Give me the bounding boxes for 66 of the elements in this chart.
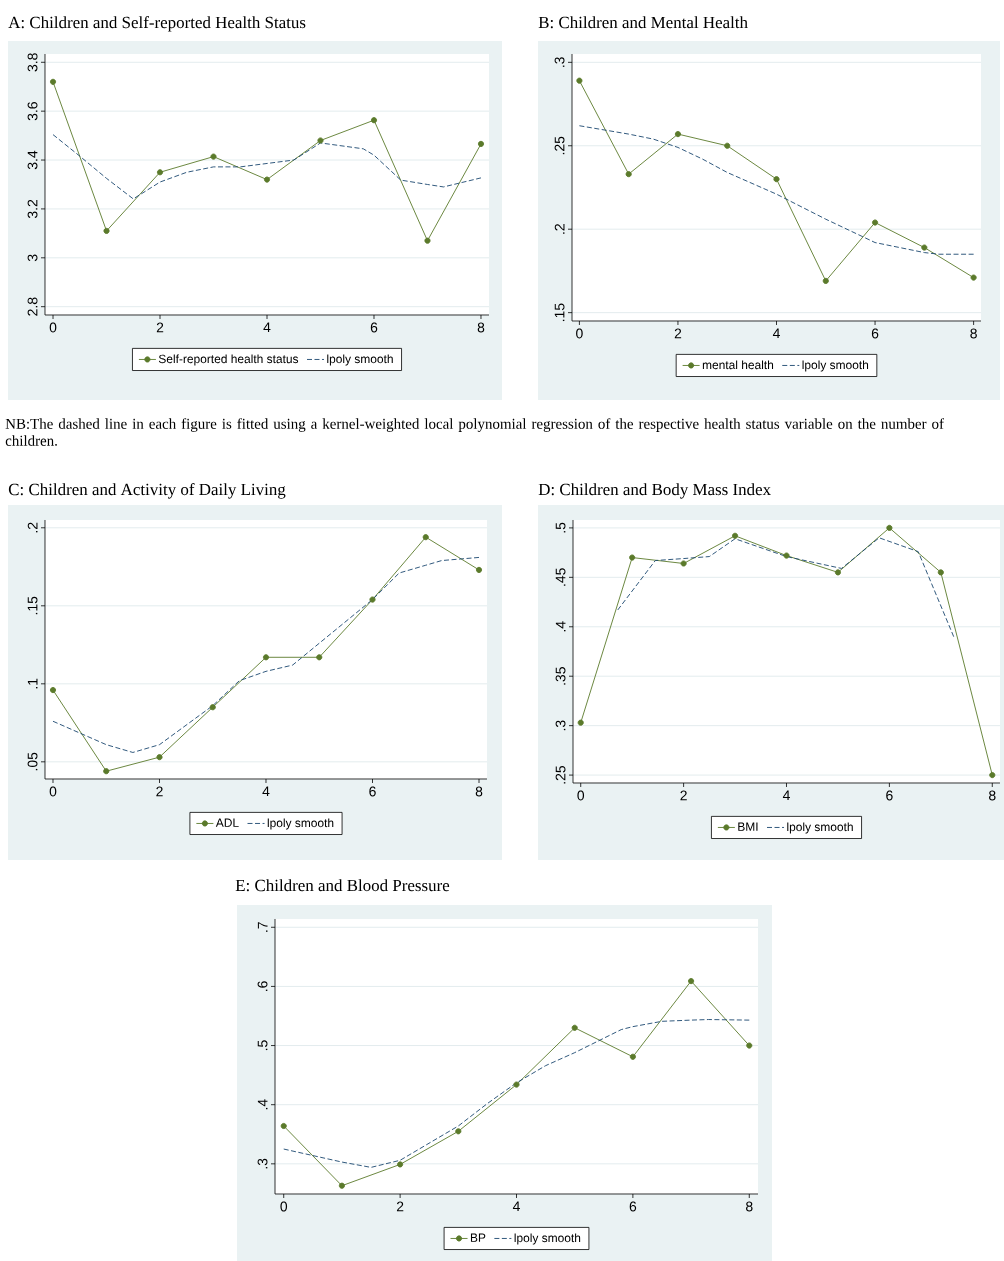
y-tick-label: .4 <box>257 1099 268 1110</box>
y-tick-label: .15 <box>554 303 565 322</box>
x-tick-label: 2 <box>680 790 687 801</box>
x-tick-label: 4 <box>263 322 271 333</box>
x-tick-label: 8 <box>475 786 483 797</box>
y-tick-label: .5 <box>257 1040 268 1051</box>
y-tick-label: .25 <box>554 136 565 155</box>
y-tick-label: 2.8 <box>27 297 38 316</box>
y-tick-label: 3.6 <box>27 102 38 121</box>
x-tick-label: 2 <box>674 328 682 339</box>
x-tick-label: 6 <box>370 322 378 333</box>
y-tick-label: 3.2 <box>27 199 38 219</box>
x-tick-label: 0 <box>577 790 585 801</box>
legend-label: BP <box>470 1233 486 1242</box>
legend-label: mental health <box>702 360 774 370</box>
y-tick-label: .6 <box>257 981 268 991</box>
y-tick-label: 3.8 <box>27 53 38 72</box>
x-tick-label: 0 <box>49 786 57 797</box>
x-tick-label: 2 <box>156 786 163 797</box>
chart-title: D: Children and Body Mass Index <box>538 483 771 499</box>
x-tick-label: 2 <box>396 1201 404 1212</box>
x-tick-label: 8 <box>477 322 485 333</box>
x-tick-label: 6 <box>629 1201 637 1212</box>
x-tick-label: 4 <box>262 786 270 797</box>
y-tick-label: .3 <box>554 57 565 67</box>
x-tick-label: 0 <box>576 328 583 339</box>
legend-label: lpoly smooth <box>327 354 393 366</box>
x-tick-label: 2 <box>156 322 164 333</box>
x-tick-label: 6 <box>369 786 376 797</box>
chart-title: E: Children and Blood Pressure <box>235 879 450 892</box>
y-tick-label: .1 <box>27 678 38 689</box>
legend-label: BMI <box>738 822 758 831</box>
y-tick-label: .15 <box>27 596 38 615</box>
y-tick-label: .05 <box>27 752 38 771</box>
legend-label: lpoly smooth <box>514 1233 581 1245</box>
y-tick-label: .35 <box>555 667 566 685</box>
x-tick-label: 8 <box>746 1201 753 1212</box>
y-tick-label: .3 <box>257 1158 268 1169</box>
text: NB:The dashed line in each figure is fitted using a kernel-weighted local polynomial regression of the respective health status variable on the number of children. <box>5 418 944 446</box>
y-tick-label: .25 <box>555 765 566 784</box>
x-tick-label: 4 <box>782 790 790 801</box>
y-tick-label: .45 <box>555 568 566 586</box>
x-tick-label: 4 <box>772 328 780 339</box>
legend-label: Self-reported health status <box>158 354 299 366</box>
y-tick-label: .2 <box>27 522 38 533</box>
x-tick-label: 0 <box>280 1201 288 1212</box>
y-tick-label: 3.4 <box>27 150 38 170</box>
chart-title: C: Children and Activity of Daily Living <box>8 483 286 499</box>
x-tick-label: 6 <box>871 328 879 339</box>
x-tick-label: 8 <box>970 328 977 339</box>
y-tick-label: 3 <box>27 254 38 262</box>
legend-label: lpoly smooth <box>267 818 334 830</box>
y-tick-label: .4 <box>555 621 566 632</box>
x-tick-label: 4 <box>512 1201 520 1212</box>
y-tick-label: .7 <box>257 922 268 932</box>
y-tick-label: .5 <box>555 522 566 533</box>
chart-title: B: Children and Mental Health <box>538 16 748 29</box>
x-tick-label: 6 <box>886 790 893 801</box>
legend-label: ADL <box>215 818 239 827</box>
legend-label: lpoly smooth <box>787 822 853 834</box>
y-tick-label: .3 <box>555 720 566 731</box>
chart-title: A: Children and Self-reported Health Status <box>8 16 306 32</box>
legend-label: lpoly smooth <box>802 360 869 372</box>
x-tick-label: 0 <box>49 322 57 333</box>
y-tick-label: .2 <box>554 224 565 234</box>
x-tick-label: 8 <box>989 790 996 801</box>
